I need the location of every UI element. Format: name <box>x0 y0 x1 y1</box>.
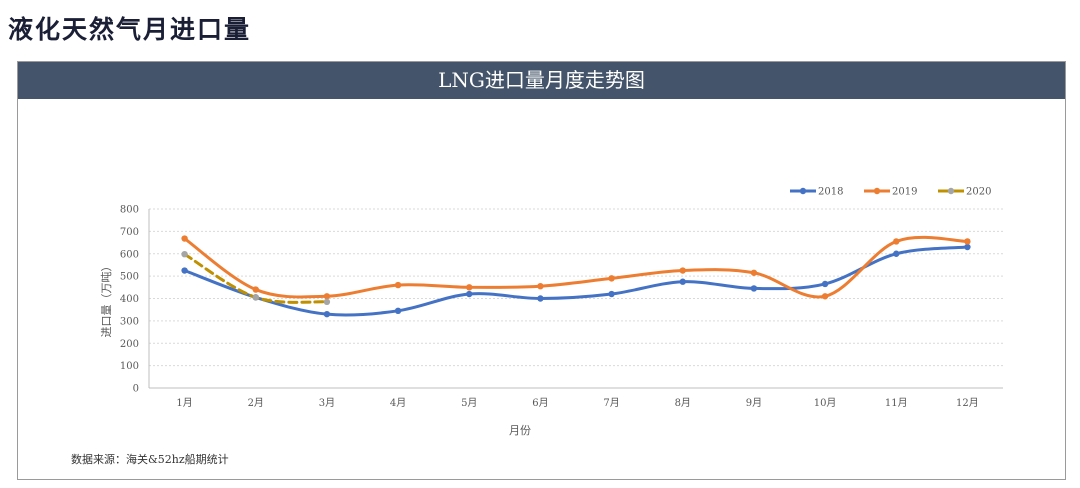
series-layer <box>181 235 971 318</box>
y-tick-label: 300 <box>120 316 139 327</box>
data-point-2018 <box>323 310 331 318</box>
chart-frame: LNG进口量月度走势图 0 100 200 300 400 500 600 700 800 1月 2… <box>17 61 1066 480</box>
data-point-2019 <box>893 238 900 245</box>
data-point-2020 <box>323 298 331 306</box>
source-note: 数据来源：海关&52hz船期统计 <box>71 453 229 466</box>
data-point-2018 <box>893 250 900 257</box>
x-tick-label: 10月 <box>814 397 837 409</box>
x-tick-label: 5月 <box>461 397 477 409</box>
legend-item-2020: 2020 <box>938 187 991 198</box>
legend-item-2019: 2019 <box>864 187 917 198</box>
x-tick-label: 2月 <box>248 397 264 409</box>
y-tick-label: 200 <box>120 339 139 350</box>
y-tick-label: 700 <box>120 227 139 238</box>
legend-marker-2018 <box>799 187 807 195</box>
grid-layer <box>149 208 1003 367</box>
data-point-2018 <box>394 307 402 315</box>
data-point-2019 <box>537 282 544 290</box>
y-tick-label: 800 <box>120 205 139 216</box>
data-point-2019 <box>964 238 971 245</box>
y-axis-title: 进口量（万吨） <box>100 261 113 338</box>
y-tick-label: 0 <box>133 384 139 395</box>
series-line-2019 <box>183 235 969 299</box>
x-tick-label: 9月 <box>746 397 762 409</box>
data-point-2019 <box>679 267 686 274</box>
x-tick-label: 7月 <box>603 397 619 409</box>
data-point-2020 <box>252 294 259 301</box>
page-title: 液化天然气月进口量 <box>8 15 252 44</box>
x-tick-label: 4月 <box>390 397 406 409</box>
legend-label-2020: 2020 <box>966 187 991 198</box>
legend-label-2019: 2019 <box>892 187 917 198</box>
data-point-2018 <box>679 278 686 285</box>
x-tick-label: 3月 <box>319 397 335 409</box>
data-point-2020 <box>181 250 188 258</box>
data-point-2018 <box>466 290 473 298</box>
legend-item-2018: 2018 <box>790 187 843 198</box>
series-line-2018 <box>183 245 969 317</box>
legend-marker-2020 <box>947 187 955 195</box>
x-tick-label: 6月 <box>532 397 548 409</box>
legend-marker-2019 <box>873 187 881 195</box>
data-point-2019 <box>323 293 331 300</box>
data-point-2019 <box>821 293 829 300</box>
data-point-2019 <box>466 284 473 291</box>
x-tick-label: 1月 <box>176 397 192 409</box>
legend: 2018 2019 2020 <box>790 187 991 198</box>
data-point-2019 <box>608 275 615 282</box>
x-tick-label: 11月 <box>885 397 908 409</box>
x-tick-label: 12月 <box>956 397 979 409</box>
axis-layer: 0 100 200 300 400 500 600 700 800 1月 2月 3月 4月 5月 6月 7月 8… <box>120 205 1003 409</box>
data-point-2018 <box>181 267 188 274</box>
y-tick-label: 500 <box>120 272 139 283</box>
data-point-2019 <box>181 235 188 242</box>
legend-label-2018: 2018 <box>818 187 843 198</box>
data-point-2018 <box>964 243 971 251</box>
data-point-2019 <box>394 281 402 289</box>
data-point-2018 <box>537 295 544 302</box>
y-tick-label: 400 <box>120 294 139 305</box>
y-tick-label: 600 <box>120 249 139 260</box>
x-tick-label: 8月 <box>675 397 691 409</box>
lng-chart: 0 100 200 300 400 500 600 700 800 1月 2月 3月 4月 5月 6月 7月 8… <box>100 187 1003 437</box>
data-point-2018 <box>608 290 615 298</box>
series-2020 <box>181 250 331 306</box>
data-point-2019 <box>252 286 259 293</box>
x-axis-title: 月份 <box>509 424 531 437</box>
series-2018 <box>181 243 971 318</box>
data-point-2019 <box>750 269 758 276</box>
y-tick-label: 100 <box>120 361 139 372</box>
chart-title: LNG进口量月度走势图 <box>18 62 1065 99</box>
data-point-2018 <box>750 285 758 292</box>
data-point-2018 <box>821 280 829 288</box>
series-2019 <box>181 235 971 300</box>
